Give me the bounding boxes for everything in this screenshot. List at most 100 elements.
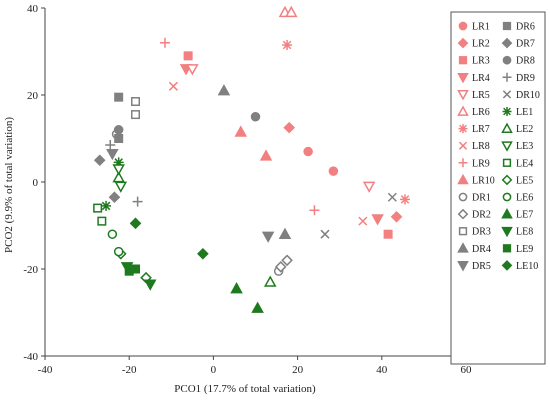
legend-item-le3: LE3 <box>501 141 533 152</box>
legend-marker-lr7 <box>458 124 468 134</box>
legend-label: LE10 <box>516 261 538 272</box>
legend-label: LR10 <box>472 175 495 186</box>
legend-item-dr7: DR7 <box>501 37 535 50</box>
legend-marker-dr5 <box>457 261 469 272</box>
legend-marker-dr8 <box>502 55 512 65</box>
y-tick-label: 40 <box>27 3 39 15</box>
legend-label: LE7 <box>516 210 533 221</box>
legend-label: LR8 <box>472 141 490 152</box>
legend-item-dr6: DR6 <box>502 22 535 33</box>
legend-label: LE4 <box>516 158 533 169</box>
point-le10 <box>197 247 209 260</box>
legend-item-le6: LE6 <box>502 192 533 204</box>
legend-item-le4: LE4 <box>502 158 533 169</box>
point-le1 <box>101 200 112 211</box>
point-le6 <box>113 246 124 257</box>
legend-label: LE8 <box>516 227 533 238</box>
point-lr8 <box>358 216 368 226</box>
point-dr7 <box>108 191 121 204</box>
legend-item-dr9: DR9 <box>502 72 535 84</box>
point-dr6 <box>114 92 124 102</box>
legend-label: DR2 <box>472 210 491 221</box>
legend-item-le5: LE5 <box>501 174 533 186</box>
point-lr1 <box>328 166 339 176</box>
legend-item-lr7: LR7 <box>458 124 490 135</box>
x-axis-label: PCO1 (17.7% of total variation) <box>174 383 316 395</box>
legend-item-le10: LE10 <box>501 260 538 272</box>
legend-label: LR1 <box>472 22 490 33</box>
legend-item-le2: LE2 <box>501 122 533 135</box>
legend-label: LE3 <box>516 141 533 152</box>
point-dr9 <box>105 140 116 151</box>
point-dr5 <box>106 148 119 161</box>
legend-item-dr3: DR3 <box>458 227 491 238</box>
point-lr1 <box>303 146 313 157</box>
legend-label: DR10 <box>516 90 540 101</box>
x-tick-label: 0 <box>211 364 217 376</box>
legend-marker-le6 <box>502 192 512 202</box>
x-tick-label: -40 <box>38 364 53 376</box>
point-lr7 <box>282 39 293 50</box>
legend-marker-lr9 <box>458 158 468 168</box>
legend-marker-lr10 <box>457 173 469 185</box>
legend-item-dr5: DR5 <box>457 261 491 272</box>
legend-label: DR5 <box>472 261 491 272</box>
legend-marker-dr4 <box>457 242 469 253</box>
legend-marker-le8 <box>501 226 513 238</box>
point-le8 <box>143 279 157 291</box>
legend-marker-le7 <box>501 208 513 219</box>
x-tick-label: -20 <box>122 364 137 376</box>
point-le7 <box>230 282 243 294</box>
legend-item-lr8: LR8 <box>458 141 490 152</box>
legend-item-dr1: DR1 <box>458 192 491 204</box>
legend-item-lr6: LR6 <box>457 105 490 118</box>
point-lr7 <box>399 194 410 205</box>
legend-label: LR6 <box>472 107 490 118</box>
point-dr10 <box>387 192 397 202</box>
point-le2 <box>263 275 277 287</box>
legend-item-le9: LE9 <box>502 244 533 255</box>
legend-label: LR7 <box>472 124 490 135</box>
legend-marker-dr9 <box>502 72 512 82</box>
legend-item-lr4: LR4 <box>457 72 490 84</box>
legend-label: DR8 <box>516 56 535 67</box>
legend-item-lr3: LR3 <box>458 56 490 67</box>
legend-item-dr4: DR4 <box>457 242 491 255</box>
y-tick-label: -20 <box>23 264 38 276</box>
point-le7 <box>251 301 264 313</box>
legend-label: LE9 <box>516 244 533 255</box>
point-lr9 <box>159 37 170 48</box>
legend-label: LE1 <box>516 107 533 118</box>
legend-label: DR9 <box>516 73 535 84</box>
axes: -40 -20 0 20 40 60 -40 -20 0 20 40 <box>23 3 472 376</box>
point-le6 <box>107 229 118 239</box>
legend-label: LR2 <box>472 39 490 50</box>
legend-marker-lr1 <box>458 21 468 31</box>
point-lr3 <box>183 51 193 61</box>
point-dr9 <box>132 196 143 207</box>
legend-marker-lr4 <box>457 72 469 84</box>
legend-marker-le4 <box>502 158 512 167</box>
x-tick-label: 60 <box>461 364 473 376</box>
point-le9 <box>131 264 141 274</box>
legend-label: DR3 <box>472 227 491 238</box>
legend-marker-dr1 <box>458 192 468 202</box>
legend: LR1 LR2 LR3 LR4 LR5 LR6 LR7 LR8 LR9 LR10 DR1 DR2 DR3… <box>450 11 546 365</box>
y-tick-label: 0 <box>33 177 39 189</box>
legend-item-lr1: LR1 <box>458 21 490 33</box>
point-dr2 <box>274 261 287 273</box>
legend-marker-le10 <box>501 260 513 271</box>
legend-marker-le5 <box>501 174 513 186</box>
data-points <box>93 5 410 313</box>
point-dr4 <box>278 227 292 239</box>
point-dr8 <box>250 112 261 122</box>
legend-marker-dr2 <box>457 208 469 220</box>
legend-label: LE5 <box>516 175 533 186</box>
legend-label: DR6 <box>516 22 535 33</box>
y-axis-label: PCO2 (9.9% of total variation) <box>3 117 15 253</box>
legend-item-le1: LE1 <box>502 107 533 118</box>
point-lr2 <box>283 121 295 134</box>
legend-marker-lr2 <box>457 37 469 49</box>
legend-label: LR3 <box>472 56 490 67</box>
